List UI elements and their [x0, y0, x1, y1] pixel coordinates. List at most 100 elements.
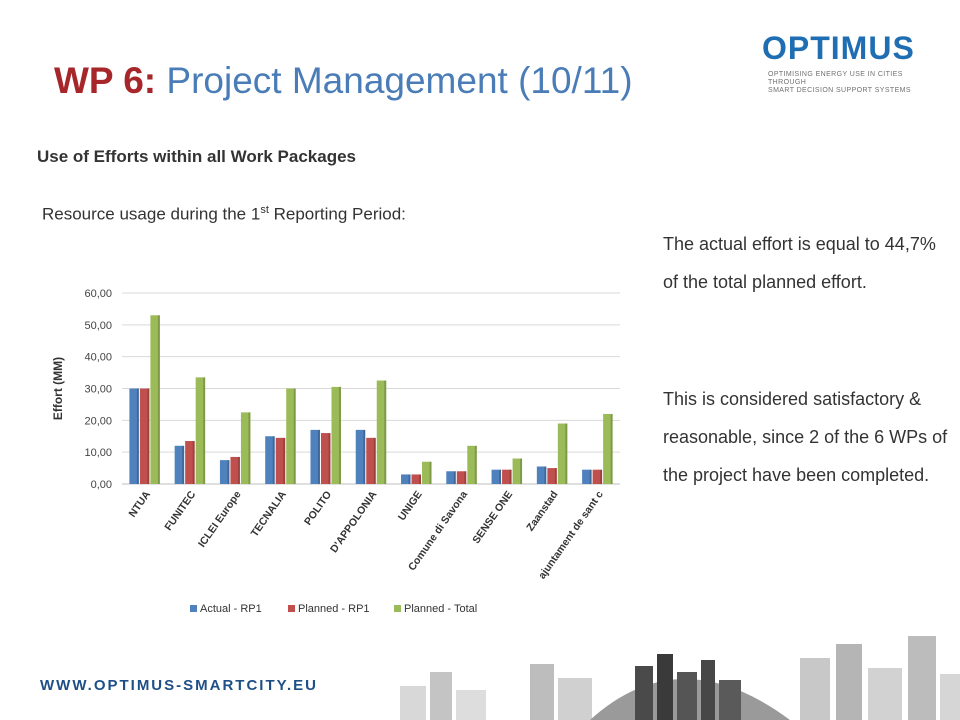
bar-shade: [419, 474, 422, 484]
y-axis-label: Effort (MM): [51, 357, 65, 420]
bar-actual-rp1: [536, 466, 547, 484]
bar-actual-rp1: [355, 429, 366, 484]
x-category-label: ICLEI Europe: [196, 489, 244, 550]
skyline-building: [400, 686, 426, 720]
y-tick-label: 60,00: [84, 288, 112, 300]
skyline-building: [908, 636, 936, 720]
bar-actual-rp1: [491, 469, 502, 484]
bar-shade: [610, 413, 613, 484]
skyline-building: [635, 666, 653, 720]
bar-shade: [338, 386, 341, 484]
bar-shade: [464, 471, 467, 484]
bar-shade: [544, 466, 547, 484]
bar-shade: [272, 436, 275, 484]
skyline-building: [657, 654, 673, 720]
bar-planned-total: [422, 461, 432, 484]
bar-shade: [499, 469, 502, 484]
bar-planned-rp1: [185, 441, 195, 484]
bar-actual-rp1: [582, 469, 592, 484]
bar-planned-rp1: [456, 471, 467, 484]
skyline-building: [456, 690, 486, 720]
resource-usage-before: Resource usage during the 1: [42, 204, 261, 224]
bar-shade: [237, 456, 240, 484]
bar-shade: [554, 468, 557, 484]
skyline-building: [530, 664, 554, 720]
bar-actual-rp1: [446, 471, 456, 484]
city-skyline-illustration: [400, 636, 960, 720]
bar-planned-total: [150, 315, 160, 484]
bar-planned-total: [286, 388, 296, 484]
bar-planned-rp1: [139, 388, 150, 484]
y-tick-label: 30,00: [84, 384, 112, 396]
y-tick-label: 0,00: [91, 479, 112, 491]
x-category-label: TECNALIA: [249, 489, 290, 540]
legend-label: Planned - RP1: [298, 603, 370, 615]
bar-shade: [373, 437, 376, 484]
bar-shade: [227, 460, 230, 484]
x-category-label: D'APPOLONIA: [328, 489, 380, 556]
bar-actual-rp1: [265, 436, 275, 484]
legend-swatch: [394, 605, 401, 612]
skyline-building: [719, 680, 741, 720]
skyline-building: [868, 668, 902, 720]
y-tick-label: 50,00: [84, 320, 112, 332]
bar-shade: [600, 469, 603, 484]
bar-planned-rp1: [275, 437, 286, 484]
legend-swatch: [190, 605, 197, 612]
bar-planned-total: [467, 445, 477, 484]
bar-planned-total: [240, 412, 251, 484]
x-category-label: Zaanstad: [524, 489, 560, 534]
y-tick-label: 20,00: [84, 415, 112, 427]
optimus-logo: OPTIMUS OPTIMISING ENERGY USE IN CITIES …: [762, 30, 932, 94]
bar-shade: [589, 469, 592, 484]
bar-planned-rp1: [366, 437, 376, 484]
bar-shade: [192, 441, 195, 484]
side-paragraph-actual-effort: The actual effort is equal to 44,7% of t…: [663, 234, 936, 292]
bar-shade: [520, 458, 523, 484]
bar-planned-total: [557, 423, 568, 484]
bar-shade: [328, 433, 331, 484]
bar-shade: [136, 388, 139, 484]
x-category-label: FUNITEC: [162, 488, 198, 532]
y-tick-label: 40,00: [84, 352, 112, 364]
bar-shade: [203, 377, 206, 484]
bar-shade: [453, 471, 456, 484]
skyline-building: [836, 644, 862, 720]
bar-shade: [384, 380, 387, 484]
bar-planned-rp1: [411, 474, 422, 484]
x-category-label: UNIGE: [396, 489, 425, 523]
resource-usage-label: Resource usage during the 1st Reporting …: [42, 204, 406, 225]
logo-tagline-line2: SMART DECISION SUPPORT SYSTEMS: [768, 87, 911, 94]
bar-shade: [293, 388, 296, 484]
bar-planned-total: [195, 377, 206, 484]
bar-shade: [565, 423, 568, 484]
title-text: Project Management (10/11): [156, 60, 633, 101]
bar-planned-rp1: [320, 433, 331, 484]
bar-shade: [408, 474, 411, 484]
title-wp-number: WP 6:: [54, 60, 157, 101]
side-paragraph-satisfactory: This is considered satisfactory & reason…: [663, 389, 948, 485]
bar-shade: [509, 469, 512, 484]
bar-actual-rp1: [401, 474, 411, 484]
bar-actual-rp1: [310, 429, 320, 484]
bar-shade: [317, 429, 320, 484]
skyline-building: [677, 672, 697, 720]
footer-url[interactable]: WWW.OPTIMUS-SMARTCITY.EU: [40, 677, 318, 694]
legend-label: Actual - RP1: [200, 603, 262, 615]
bar-shade: [283, 437, 286, 484]
bar-planned-total: [331, 386, 341, 484]
skyline-building: [940, 674, 960, 720]
bar-shade: [248, 412, 251, 484]
effort-bar-chart: 0,00 10,00 20,00 30,00 40,00 50,00 60,00 Effort…: [51, 288, 620, 615]
x-category-label: POLITO: [302, 489, 334, 528]
bar-planned-total: [603, 413, 613, 484]
skyline-building: [558, 678, 592, 720]
bar-planned-rp1: [502, 469, 512, 484]
bar-shade: [147, 388, 150, 484]
bar-actual-rp1: [174, 445, 185, 484]
x-category-label: NTUA: [127, 489, 154, 520]
resource-usage-after: Reporting Period:: [268, 204, 406, 224]
skyline-building: [430, 672, 452, 720]
page-title: WP 6: Project Management (10/11): [54, 60, 633, 102]
skyline-building: [800, 658, 830, 720]
